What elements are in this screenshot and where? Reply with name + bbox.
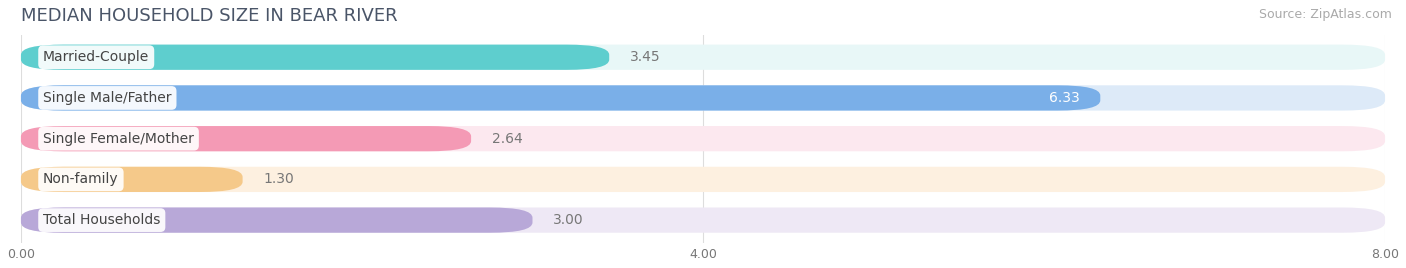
- Text: 3.45: 3.45: [630, 50, 661, 64]
- FancyBboxPatch shape: [21, 126, 1385, 151]
- FancyBboxPatch shape: [21, 167, 243, 192]
- Text: 6.33: 6.33: [1049, 91, 1080, 105]
- Text: Married-Couple: Married-Couple: [44, 50, 149, 64]
- Text: 2.64: 2.64: [492, 132, 522, 146]
- Text: Total Households: Total Households: [44, 213, 160, 227]
- Text: Source: ZipAtlas.com: Source: ZipAtlas.com: [1258, 8, 1392, 21]
- Text: MEDIAN HOUSEHOLD SIZE IN BEAR RIVER: MEDIAN HOUSEHOLD SIZE IN BEAR RIVER: [21, 7, 398, 25]
- FancyBboxPatch shape: [21, 207, 1385, 233]
- FancyBboxPatch shape: [21, 167, 1385, 192]
- FancyBboxPatch shape: [21, 44, 1385, 70]
- FancyBboxPatch shape: [21, 207, 533, 233]
- Text: Single Female/Mother: Single Female/Mother: [44, 132, 194, 146]
- Text: 1.30: 1.30: [263, 172, 294, 186]
- FancyBboxPatch shape: [21, 85, 1101, 111]
- FancyBboxPatch shape: [21, 85, 1385, 111]
- Text: Single Male/Father: Single Male/Father: [44, 91, 172, 105]
- Text: 3.00: 3.00: [553, 213, 583, 227]
- FancyBboxPatch shape: [21, 44, 609, 70]
- Text: Non-family: Non-family: [44, 172, 118, 186]
- FancyBboxPatch shape: [21, 126, 471, 151]
